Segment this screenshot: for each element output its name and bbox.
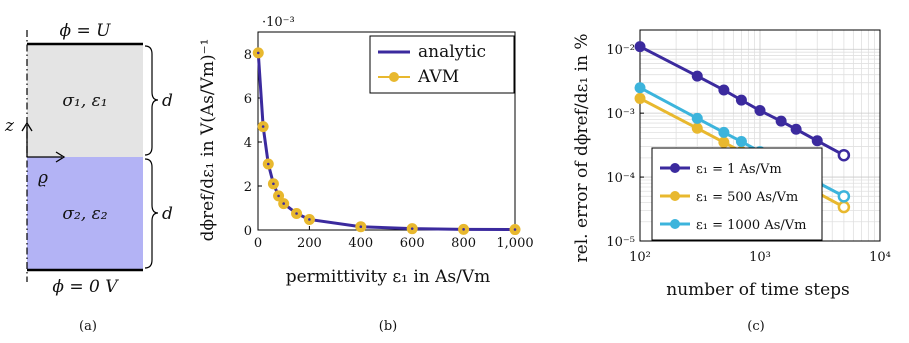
- series-point: [691, 122, 703, 134]
- y-tick-label: 10⁻³: [606, 107, 635, 122]
- series-avm-point-center: [295, 212, 298, 215]
- plot-b-frame: [257, 31, 516, 231]
- series-point: [754, 105, 766, 117]
- series-avm-point-center: [256, 51, 260, 55]
- plot-c-xlabel: number of time steps: [666, 280, 850, 300]
- upper-region-label: σ₁, ε₁: [62, 91, 107, 111]
- lower-brace: [144, 158, 159, 269]
- series-point: [691, 112, 703, 124]
- plot-c-ylabel: rel. error of dϕref/dε₁ in %: [572, 34, 592, 263]
- caption-b: (b): [379, 319, 397, 334]
- z-arrow-head: [21, 121, 33, 132]
- lower-thickness-label: d: [162, 204, 173, 224]
- legend-c-s3: ε₁ = 1000 As/Vm: [696, 218, 806, 233]
- y-tick-label: 6: [244, 92, 252, 107]
- upper-brace: [144, 45, 159, 156]
- series-avm-point-center: [266, 162, 270, 166]
- legend-b-box: [369, 35, 515, 94]
- legend-c-s1: ε₁ = 1 As/Vm: [696, 162, 782, 177]
- upper-thickness-label: d: [162, 91, 173, 111]
- panel-b: ·10⁻³ 0 200 400 600 800 1,000 0 2 4 6 8 analytic A…: [198, 15, 534, 334]
- y-multiplier: ·10⁻³: [262, 15, 295, 30]
- z-axis-label: z: [4, 116, 15, 136]
- lower-region-label: σ₂, ε₂: [62, 204, 107, 224]
- series-avm-point-center: [462, 228, 465, 231]
- x-tick-label: 10³: [749, 250, 771, 265]
- legend-b-analytic: analytic: [418, 42, 486, 62]
- series-avm-point-center: [410, 227, 414, 230]
- series-point: [718, 84, 730, 96]
- legend-c-s1-marker: [670, 163, 680, 173]
- plot-b-ticks: 0 200 400 600 800 1,000 0 2 4 6 8: [244, 48, 534, 251]
- series-point: [718, 136, 730, 148]
- rho-arrow-head: [55, 151, 66, 163]
- series-point: [634, 82, 646, 94]
- series-avm-point-center: [272, 182, 275, 186]
- plot-b-axes: [257, 31, 516, 231]
- y-tick-label: 10⁻⁴: [606, 171, 635, 186]
- series-point: [691, 70, 703, 82]
- x-tick-label: 10²: [629, 250, 651, 265]
- legend-c-s2-marker: [670, 191, 680, 201]
- series-point: [718, 126, 730, 138]
- x-tick-label: 200: [297, 236, 322, 251]
- series-point: [775, 115, 787, 127]
- series-avm-point-center: [277, 194, 280, 198]
- x-tick-label: 10⁴: [869, 250, 891, 265]
- series-point: [634, 41, 646, 53]
- x-tick-label: 1,000: [496, 236, 533, 251]
- plot-b-xlabel: permittivity ε₁ in As/Vm: [286, 267, 491, 287]
- rho-axis-label: ϱ: [38, 168, 48, 188]
- y-tick-label: 4: [244, 136, 252, 151]
- x-tick-label: 400: [348, 236, 373, 251]
- plot-c-ticks: 10² 10³ 10⁴ 10⁻⁵ 10⁻⁴ 10⁻³ 10⁻²: [606, 43, 891, 265]
- series-analytic-line: [256, 52, 516, 232]
- caption-a: (a): [79, 319, 97, 334]
- top-potential-label: ϕ = U: [60, 21, 112, 41]
- legend-c-s3-marker: [670, 219, 680, 229]
- series-avm-point-center: [261, 125, 265, 128]
- plot-b-series: [252, 47, 521, 236]
- x-tick-label: 800: [451, 236, 476, 251]
- caption-c: (c): [747, 319, 764, 334]
- panel-c: 10² 10³ 10⁴ 10⁻⁵ 10⁻⁴ 10⁻³ 10⁻² ε₁ = 1 As/Vm ε…: [572, 29, 891, 334]
- series-point: [837, 200, 851, 214]
- series-point: [837, 190, 851, 203]
- y-tick-label: 8: [244, 48, 252, 63]
- y-tick-label: 10⁻²: [606, 43, 635, 58]
- legend-b-avm: AVM: [417, 67, 459, 87]
- series-point: [811, 135, 823, 147]
- y-tick-label: 10⁻⁵: [606, 235, 635, 250]
- plot-b-ylabel: dϕref/dε₁ in V(As/Vm)⁻¹: [198, 39, 218, 242]
- series-point: [735, 94, 747, 106]
- series-point: [837, 148, 851, 162]
- series-point: [735, 136, 747, 148]
- legend-b-avm-marker: [389, 72, 399, 82]
- lower-region: [27, 157, 143, 270]
- legend-b: analytic AVM: [369, 35, 515, 94]
- y-tick-label: 0: [244, 224, 252, 239]
- series-avm-point-center: [308, 218, 311, 221]
- series-point: [634, 92, 646, 104]
- legend-c: ε₁ = 1 As/Vm ε₁ = 500 As/Vm ε₁ = 1000 As…: [651, 147, 823, 241]
- panel-a: ϕ = U ϕ = 0 V σ₁, ε₁ σ₂, ε₂ d d z ϱ (a): [4, 21, 173, 334]
- legend-c-s2: ε₁ = 500 As/Vm: [696, 190, 798, 205]
- y-tick-label: 2: [244, 180, 252, 195]
- x-tick-label: 600: [400, 236, 425, 251]
- upper-region: [27, 44, 143, 157]
- x-tick-label: 0: [254, 236, 262, 251]
- series-avm-point-center: [359, 225, 363, 228]
- series-avm-point-center: [513, 228, 517, 231]
- series-point: [790, 123, 802, 135]
- series-avm-point-center: [282, 202, 286, 205]
- bottom-potential-label: ϕ = 0 V: [52, 277, 119, 297]
